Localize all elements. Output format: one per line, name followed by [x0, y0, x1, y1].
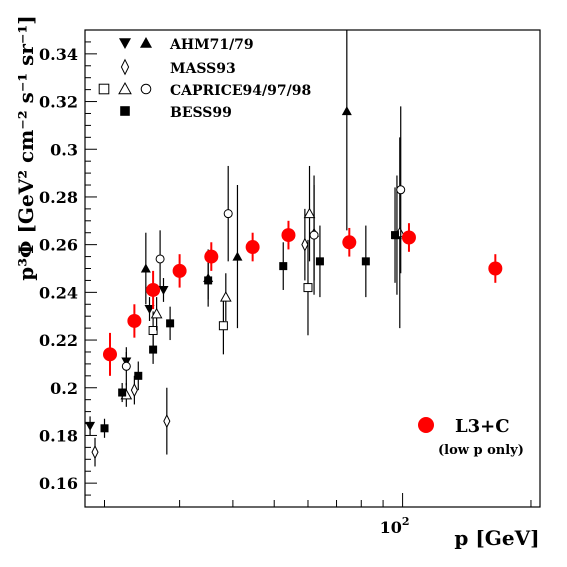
- y-tick-label: 0.3: [50, 140, 78, 159]
- triangle-down-marker: [85, 421, 96, 431]
- triangle-up-marker: [232, 251, 243, 261]
- l3c-circle-marker: [127, 313, 142, 328]
- x-axis-label: p [GeV]: [454, 526, 539, 550]
- open-diamond-marker: [130, 383, 138, 398]
- l3c-circle-marker: [146, 282, 161, 297]
- open-circle-marker: [155, 254, 165, 264]
- l3c-circle-marker: [172, 263, 187, 278]
- filled-square-marker: [149, 345, 158, 354]
- open-circle-marker: [140, 83, 152, 95]
- open-triangle-marker: [150, 307, 163, 319]
- triangle-down-marker: [119, 38, 131, 49]
- filled-square-marker: [279, 262, 288, 271]
- l3c-legend-label: L3+C: [455, 416, 510, 437]
- y-tick-label: 0.26: [39, 236, 78, 255]
- data-series: [91, 208, 309, 467]
- legend-label: BESS99: [170, 105, 232, 121]
- y-tick-label: 0.22: [39, 331, 78, 350]
- triangle-down-marker: [158, 285, 169, 295]
- filled-square-marker: [204, 276, 213, 285]
- filled-square-marker: [361, 257, 370, 266]
- data-series: [121, 106, 406, 386]
- axes: 0.16 0.18 0.2 0.22 0.24 0.26 0.28 0.3 0.32 0.34 10…: [39, 29, 541, 537]
- l3c-circle-marker: [102, 347, 117, 362]
- open-triangle-marker: [118, 81, 132, 95]
- x-tick-label: 102: [380, 515, 410, 537]
- open-triangle-marker: [219, 291, 232, 302]
- open-circle-marker: [309, 230, 319, 240]
- open-diamond-marker: [91, 445, 99, 460]
- filled-square-marker: [134, 371, 143, 380]
- open-diamond-marker: [163, 414, 171, 429]
- y-tick-label: 0.24: [39, 283, 78, 302]
- y-axis-label: p³Φ [GeV² cm⁻² s⁻¹ sr⁻¹]: [14, 15, 38, 280]
- l3c-legend-sublabel: (low p only): [438, 443, 524, 458]
- l3c-legend-marker: [418, 417, 434, 433]
- legend-label: MASS93: [170, 61, 236, 77]
- filled-square-marker: [118, 388, 127, 397]
- legend-label: AHM71/79: [169, 37, 254, 53]
- open-triangle-marker: [303, 207, 316, 219]
- open-square-marker: [218, 321, 228, 331]
- triangle-up-marker: [341, 106, 352, 116]
- open-square-marker: [98, 83, 110, 95]
- l3c-circle-marker: [281, 228, 296, 243]
- y-tick-label: 0.28: [39, 188, 78, 207]
- y-tick-label: 0.16: [39, 474, 78, 493]
- data-series: [100, 187, 400, 438]
- open-diamond-marker: [120, 58, 130, 76]
- y-tick-label: 0.32: [39, 93, 78, 112]
- data-series: [102, 220, 503, 376]
- filled-square-marker: [391, 231, 400, 240]
- l3c-circle-marker: [204, 249, 219, 264]
- filled-square-marker: [120, 106, 130, 116]
- open-circle-marker: [223, 209, 233, 219]
- triangle-up-marker: [140, 37, 152, 48]
- legend: AHM71/79 MASS93 CAPRICE94/97/98 BESS99: [98, 37, 311, 121]
- filled-square-marker: [100, 424, 109, 433]
- y-tick-label: 0.18: [39, 426, 78, 445]
- open-circle-marker: [121, 361, 131, 371]
- y-tick-label: 0.34: [39, 45, 78, 64]
- open-square-marker: [148, 326, 158, 336]
- annotation: L3+C (low p only): [418, 416, 524, 458]
- data-marks: [85, 30, 503, 467]
- legend-label: CAPRICE94/97/98: [170, 83, 311, 99]
- y-tick-label: 0.2: [50, 379, 78, 398]
- open-circle-marker: [396, 185, 406, 195]
- filled-square-marker: [315, 257, 324, 266]
- open-diamond-marker: [301, 237, 309, 252]
- l3c-circle-marker: [401, 230, 416, 245]
- triangle-down-marker: [144, 305, 155, 315]
- l3c-circle-marker: [342, 235, 357, 250]
- l3c-circle-marker: [245, 240, 260, 255]
- open-square-marker: [303, 283, 313, 293]
- triangle-up-marker: [140, 263, 151, 273]
- l3c-circle-marker: [488, 261, 503, 276]
- filled-square-marker: [166, 319, 175, 328]
